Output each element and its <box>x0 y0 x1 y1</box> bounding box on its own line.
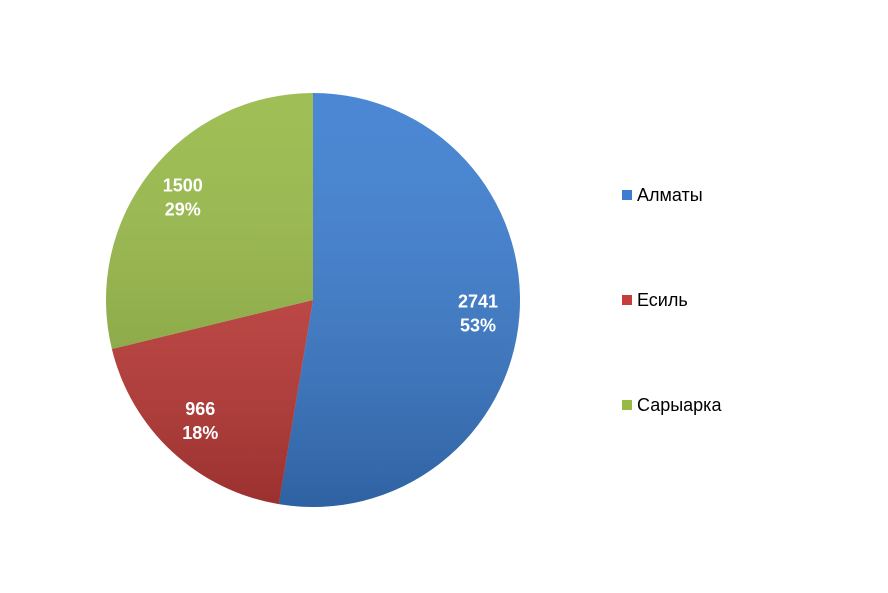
legend-label: Алматы <box>637 185 703 205</box>
percent-label: 29% <box>165 199 201 219</box>
legend-label: Сарыарка <box>637 395 722 415</box>
legend-swatch <box>622 190 632 200</box>
legend-label: Есиль <box>637 290 688 310</box>
legend-swatch <box>622 295 632 305</box>
data-label: 1500 <box>163 175 203 195</box>
data-labels: 2741 53% 966 18% 1500 29% <box>163 175 498 443</box>
percent-label: 53% <box>460 315 496 335</box>
percent-label: 18% <box>182 423 218 443</box>
data-label: 966 <box>185 399 215 419</box>
legend-swatch <box>622 400 632 410</box>
data-label: 2741 <box>458 291 498 311</box>
legend: Алматы Есиль Сарыарка <box>622 185 722 415</box>
